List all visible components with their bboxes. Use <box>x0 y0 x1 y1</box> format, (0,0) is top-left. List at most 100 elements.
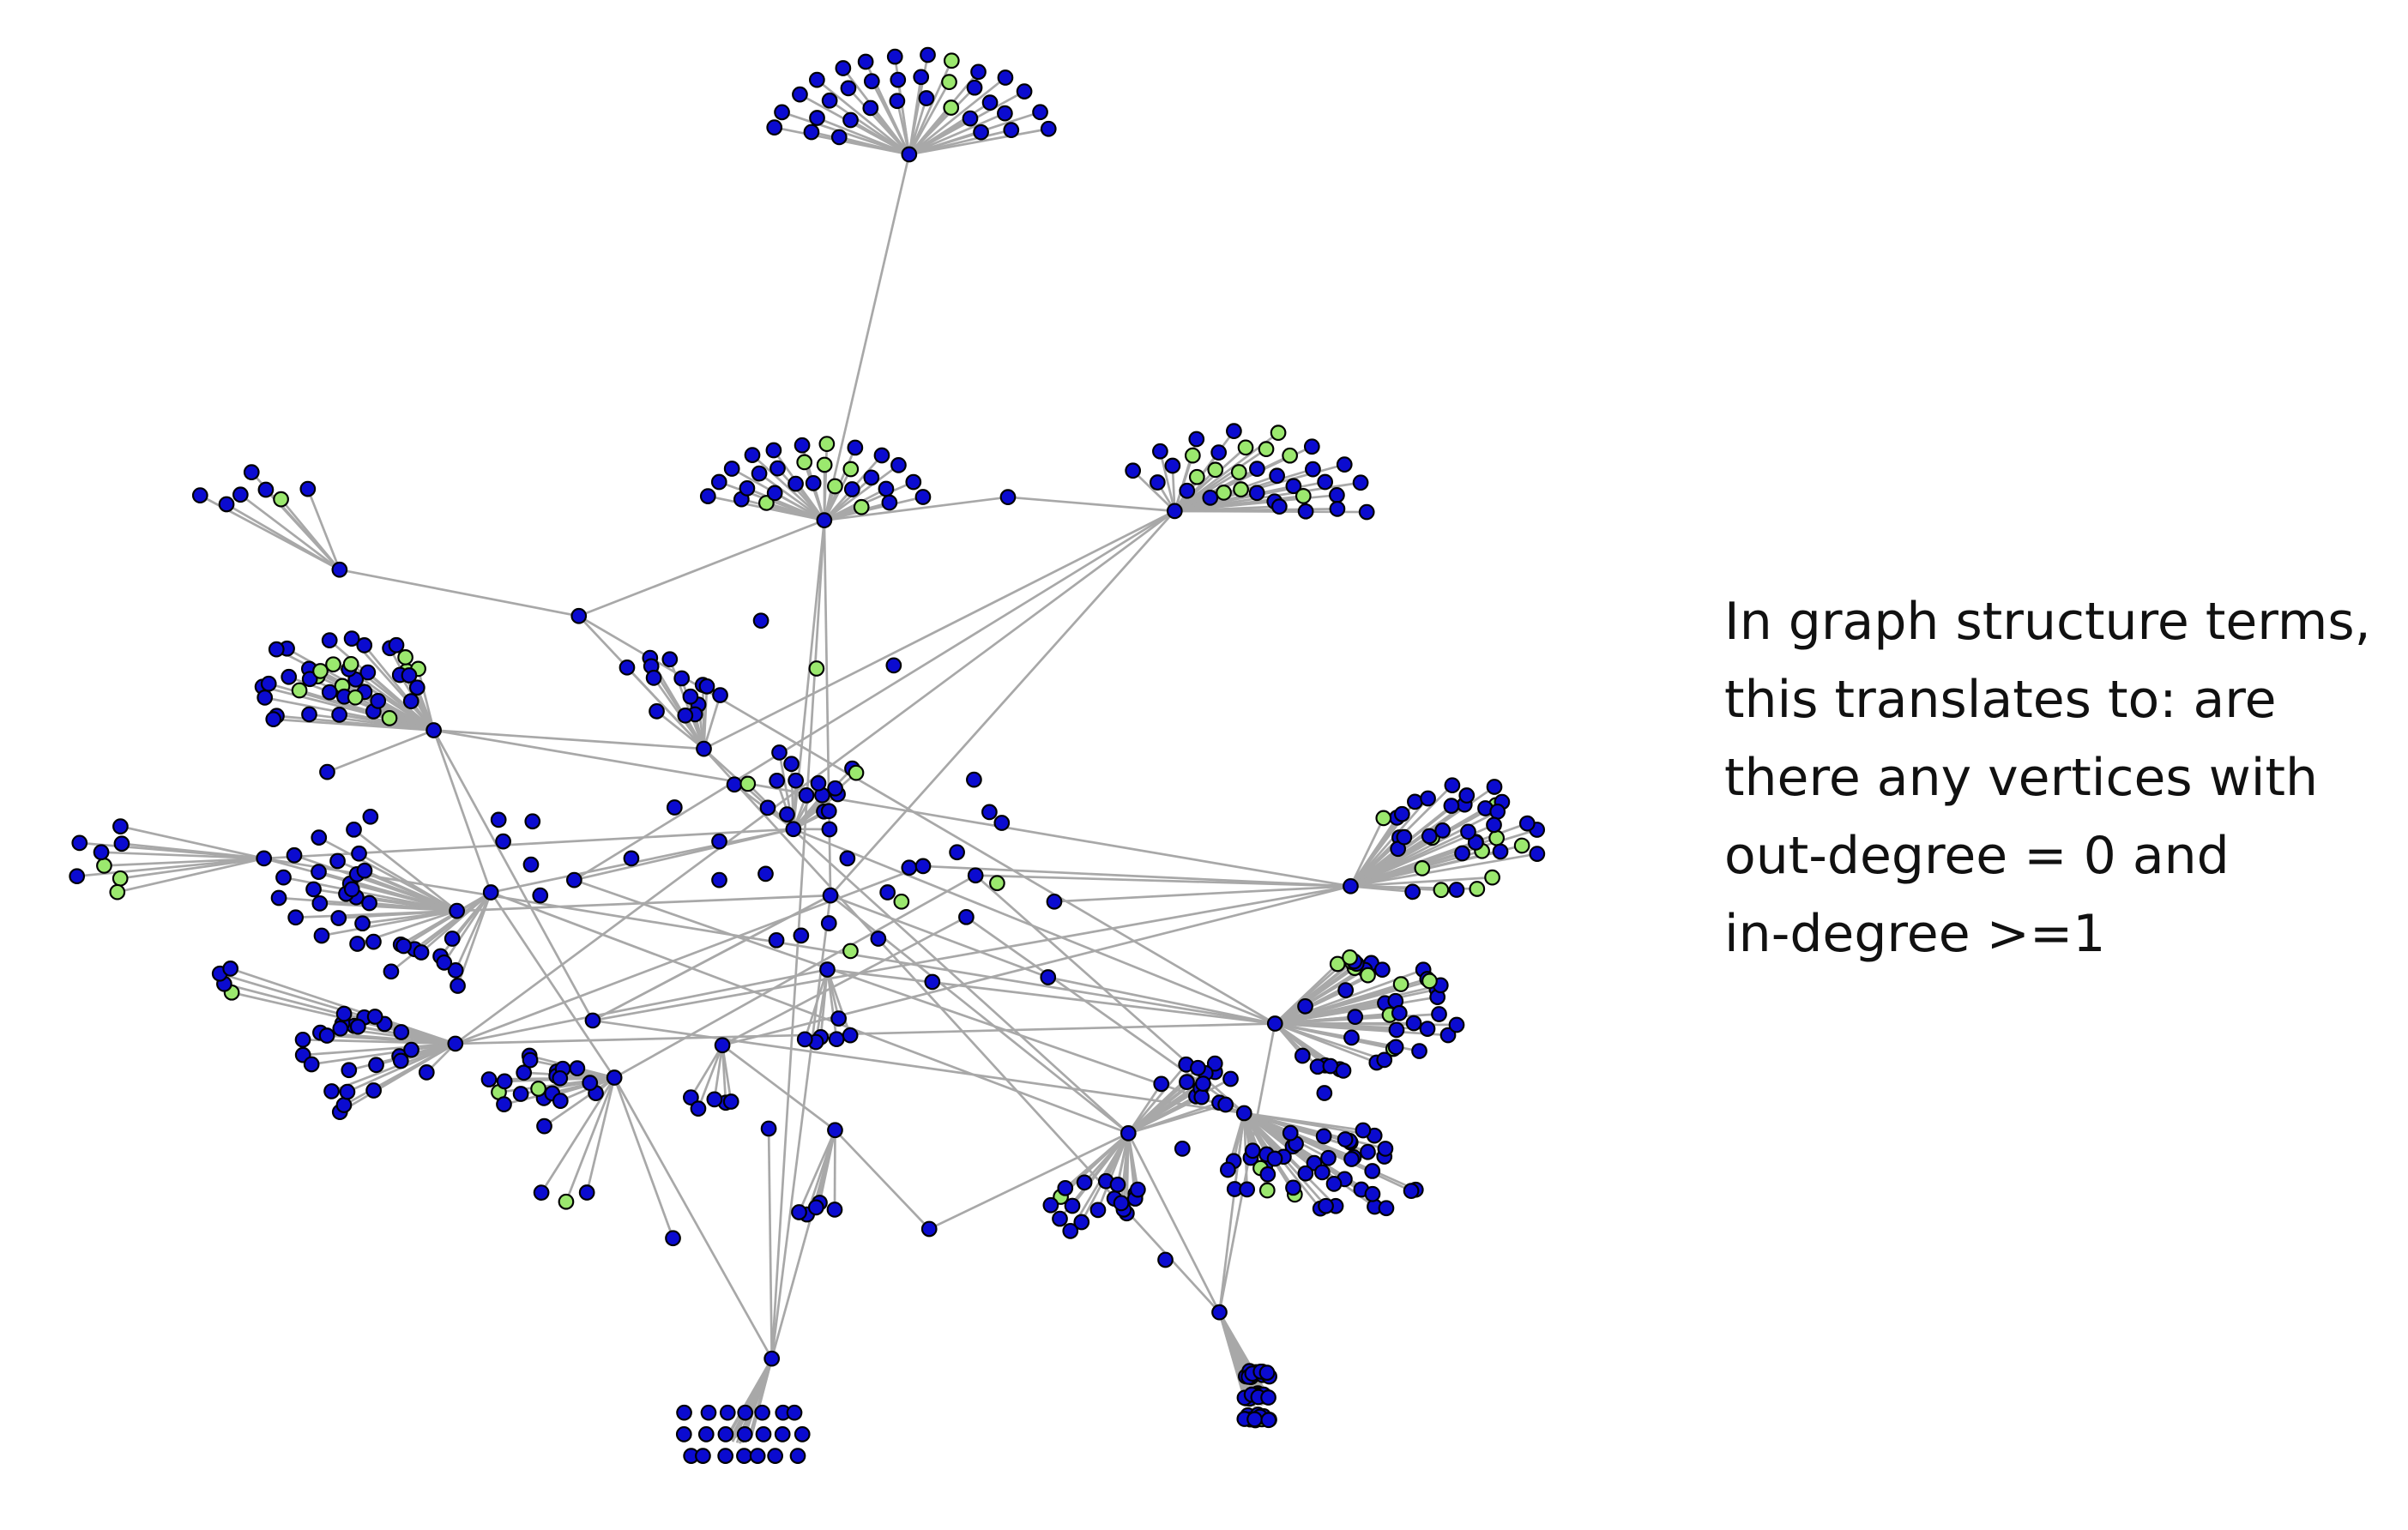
graph-vertex <box>1405 1015 1422 1032</box>
graph-vertex <box>989 875 1005 892</box>
graph-vertex <box>1210 444 1228 461</box>
graph-edge <box>827 968 1276 1025</box>
graph-vertex <box>335 1005 353 1022</box>
graph-vertex <box>886 48 903 65</box>
graph-edge <box>908 127 1049 156</box>
graph-edge <box>455 968 828 1045</box>
graph-vertex <box>1076 1174 1093 1191</box>
graph-vertex <box>495 833 511 850</box>
graph-edge <box>1127 1063 1187 1135</box>
graph-vertex <box>744 447 761 463</box>
graph-vertex <box>1193 1088 1210 1105</box>
graph-vertex <box>1303 438 1320 455</box>
graph-edge <box>824 464 900 521</box>
graph-vertex <box>536 1117 552 1135</box>
graph-edge <box>1349 798 1429 888</box>
graph-edge <box>592 1019 1245 1115</box>
graph-vertex <box>870 931 887 947</box>
graph-vertex <box>893 893 910 910</box>
graph-edge <box>417 668 435 731</box>
graph-vertex <box>840 80 857 97</box>
graph-vertex <box>835 60 852 76</box>
graph-edge <box>975 874 1351 888</box>
graph-hub-vertex <box>449 902 465 919</box>
graph-vertex <box>530 1081 546 1097</box>
graph-vertex <box>774 104 790 121</box>
graph-vertex <box>1230 464 1247 480</box>
graph-vertex <box>356 862 373 879</box>
graph-hub-vertex <box>696 740 712 757</box>
graph-vertex <box>112 818 129 834</box>
graph-vertex <box>330 910 347 926</box>
graph-vertex <box>1431 1006 1447 1022</box>
graph-edge <box>1243 1111 1291 1135</box>
graph-vertex <box>522 1051 539 1069</box>
graph-hub-vertex <box>1120 1124 1137 1141</box>
graph-vertex <box>863 469 880 486</box>
graph-edge <box>1275 1022 1397 1049</box>
graph-edge <box>703 686 709 750</box>
graph-edge <box>751 454 825 521</box>
graph-vertex <box>682 688 699 705</box>
graph-vertex <box>275 869 292 886</box>
graph-vertex <box>383 963 400 980</box>
graph-hub-vertex <box>1046 893 1063 910</box>
graph-vertex <box>722 1093 739 1110</box>
graph-vertex <box>677 707 694 724</box>
graph-vertex <box>1411 1043 1427 1059</box>
graph-hub-vertex <box>819 961 836 978</box>
graph-vertex <box>1393 805 1410 822</box>
graph-hub-vertex <box>570 607 588 624</box>
graph-vertex <box>1421 828 1438 845</box>
graph-vertex <box>408 679 425 696</box>
graph-edge <box>1132 469 1176 512</box>
graph-edge <box>1274 1022 1319 1068</box>
graph-vertex <box>842 461 860 478</box>
graph-vertex <box>1336 456 1353 473</box>
graph-vertex <box>1032 104 1048 121</box>
graph-vertex <box>783 756 800 773</box>
graph-edge <box>574 828 794 882</box>
graph-edge <box>306 488 341 570</box>
graph-edge <box>1159 450 1176 512</box>
graph-vertex <box>723 461 740 477</box>
graph-edge <box>117 857 264 894</box>
graph-edge <box>339 568 580 617</box>
graph-vertex <box>737 1404 754 1421</box>
graph-edge <box>767 1128 774 1359</box>
graph-edge <box>1218 1023 1276 1313</box>
graph-vertex <box>1042 1196 1059 1214</box>
graph-hub-vertex <box>816 512 833 529</box>
graph-vertex <box>1190 1059 1206 1076</box>
graph-vertex <box>826 1202 843 1218</box>
graph-vertex <box>1003 122 1020 139</box>
graph-edge <box>721 885 1351 1047</box>
graph-vertex <box>676 1404 692 1421</box>
graph-vertex <box>1233 481 1249 498</box>
graph-edge <box>432 730 492 893</box>
graph-edge <box>239 493 341 571</box>
graph-edge <box>613 1076 773 1359</box>
graph-vertex <box>1064 1197 1081 1214</box>
graph-edge <box>564 1077 616 1202</box>
graph-vertex <box>816 456 833 473</box>
graph-vertex <box>736 1426 753 1443</box>
graph-vertex <box>447 962 464 979</box>
graph-vertex <box>351 845 367 862</box>
graph-vertex <box>796 1031 813 1048</box>
graph-edge <box>353 828 458 913</box>
graph-vertex <box>754 1404 770 1421</box>
graph-edge <box>433 729 1351 888</box>
graph-vertex <box>1062 1222 1079 1239</box>
graph-edge <box>76 857 264 878</box>
graph-vertex <box>695 1448 711 1464</box>
graph-vertex <box>755 1426 772 1443</box>
graph-edge <box>1127 1095 1203 1135</box>
graph-vertex <box>1391 1004 1408 1021</box>
graph-vertex <box>981 804 998 821</box>
graph-hub-vertex <box>606 1069 623 1086</box>
graph-edge <box>343 1042 456 1106</box>
graph-hub-vertex <box>785 821 802 838</box>
graph-hub-vertex <box>447 1035 464 1052</box>
graph-vertex <box>366 1009 383 1025</box>
